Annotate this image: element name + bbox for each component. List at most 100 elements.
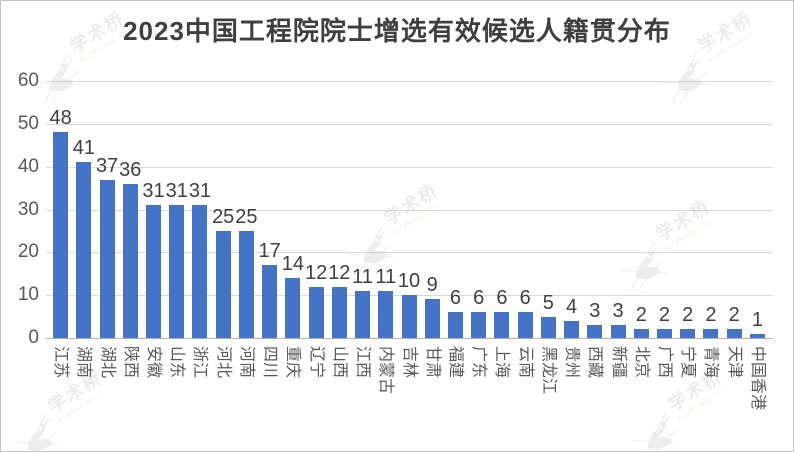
y-axis-tick-label: 50 bbox=[17, 112, 39, 134]
value-label: 17 bbox=[258, 240, 281, 263]
bar bbox=[99, 179, 115, 338]
value-label: 1 bbox=[751, 308, 763, 331]
x-axis-category-label: 北京 bbox=[632, 346, 650, 379]
y-axis-tick-label: 30 bbox=[17, 198, 39, 220]
y-axis-tick-label: 40 bbox=[17, 155, 39, 177]
value-label: 6 bbox=[449, 287, 461, 310]
bar bbox=[215, 230, 231, 338]
x-axis-category-label: 云南 bbox=[516, 346, 534, 379]
value-label: 31 bbox=[142, 180, 165, 203]
value-label: 2 bbox=[635, 304, 647, 327]
x-axis-category-label: 安徽 bbox=[145, 346, 163, 379]
value-label: 2 bbox=[705, 304, 717, 327]
bar bbox=[192, 205, 208, 338]
bar bbox=[540, 316, 556, 338]
x-axis-category-label: 江西 bbox=[354, 346, 372, 379]
gridline bbox=[46, 123, 773, 125]
y-axis-tick-label: 60 bbox=[17, 70, 39, 91]
value-label: 31 bbox=[165, 180, 188, 203]
x-axis-category-label: 青海 bbox=[702, 346, 720, 379]
x-axis-category-label: 四川 bbox=[261, 346, 279, 379]
x-axis-category-label: 内蒙古 bbox=[377, 346, 395, 395]
bar bbox=[703, 329, 719, 338]
bar bbox=[146, 205, 162, 338]
x-axis-category-label: 陕西 bbox=[121, 346, 139, 379]
value-label: 6 bbox=[473, 287, 485, 310]
bar bbox=[424, 299, 440, 338]
bar bbox=[122, 183, 138, 338]
value-label: 25 bbox=[212, 205, 235, 228]
x-axis-category-label: 西藏 bbox=[586, 346, 604, 379]
value-label: 4 bbox=[566, 295, 578, 318]
value-label: 14 bbox=[281, 253, 304, 276]
bar bbox=[564, 320, 580, 338]
bar bbox=[285, 278, 301, 338]
bar bbox=[726, 329, 742, 338]
gridline bbox=[46, 166, 773, 168]
x-axis-category-label: 贵州 bbox=[563, 346, 581, 379]
y-axis-tick-label: 10 bbox=[17, 284, 39, 306]
gridline bbox=[46, 252, 773, 254]
value-label: 36 bbox=[119, 158, 142, 181]
value-label: 48 bbox=[49, 107, 72, 130]
bar bbox=[308, 286, 324, 338]
x-axis-category-label: 广东 bbox=[470, 346, 488, 379]
bar bbox=[494, 312, 510, 338]
x-axis-category-label: 黑龙江 bbox=[539, 346, 557, 395]
bar bbox=[680, 329, 696, 338]
value-label: 11 bbox=[352, 265, 373, 288]
bar bbox=[517, 312, 533, 338]
bar bbox=[355, 290, 371, 338]
x-axis-category-label: 新疆 bbox=[609, 346, 627, 379]
x-axis-category-label: 山西 bbox=[330, 346, 348, 379]
bar bbox=[749, 333, 765, 338]
value-label: 12 bbox=[328, 261, 351, 284]
x-axis-category-label: 吉林 bbox=[400, 346, 418, 379]
bar bbox=[656, 329, 672, 338]
value-label: 10 bbox=[397, 270, 421, 293]
value-label: 3 bbox=[612, 300, 624, 323]
bar bbox=[447, 312, 463, 338]
x-axis-category-label: 甘肃 bbox=[423, 346, 441, 379]
x-axis-category-label: 湖北 bbox=[98, 346, 116, 379]
x-axis-category-label: 河北 bbox=[214, 346, 232, 379]
value-label: 2 bbox=[728, 304, 740, 327]
value-label: 12 bbox=[304, 261, 328, 284]
x-axis-line bbox=[46, 338, 773, 339]
value-label: 9 bbox=[426, 274, 438, 297]
bar bbox=[610, 325, 626, 338]
value-label: 6 bbox=[519, 287, 531, 310]
x-axis-category-label: 江苏 bbox=[52, 346, 70, 379]
x-axis-category-label: 河南 bbox=[237, 346, 255, 379]
x-axis-category-label: 浙江 bbox=[191, 346, 209, 379]
value-label: 2 bbox=[682, 304, 694, 327]
bar bbox=[53, 132, 69, 338]
bar bbox=[587, 325, 603, 338]
x-axis-category-label: 重庆 bbox=[284, 346, 302, 379]
bar bbox=[238, 230, 254, 338]
x-axis-category-label: 宁夏 bbox=[679, 346, 697, 379]
x-axis-category-label: 上海 bbox=[493, 346, 511, 379]
value-label: 2 bbox=[658, 304, 671, 327]
value-label: 37 bbox=[95, 154, 119, 177]
x-axis-category-label: 湖南 bbox=[75, 346, 93, 379]
bar bbox=[378, 290, 394, 338]
bar bbox=[331, 286, 347, 338]
value-label: 3 bbox=[589, 300, 601, 323]
y-axis-tick-label: 0 bbox=[28, 327, 39, 348]
bar bbox=[76, 162, 92, 338]
x-axis-category-label: 辽宁 bbox=[307, 346, 325, 379]
chart-title: 2023中国工程院院士增选有效候选人籍贯分布 bbox=[123, 16, 671, 46]
bar bbox=[262, 265, 278, 338]
gridline bbox=[46, 209, 773, 211]
x-axis-category-label: 山东 bbox=[168, 346, 186, 379]
value-label: 31 bbox=[188, 180, 212, 203]
value-label: 41 bbox=[72, 137, 95, 160]
value-label: 5 bbox=[542, 291, 554, 314]
x-axis-category-label: 广西 bbox=[655, 346, 673, 379]
x-axis-category-label: 天津 bbox=[725, 346, 743, 379]
value-label: 11 bbox=[375, 265, 397, 288]
x-axis-category-label: 中国香港 bbox=[748, 346, 766, 411]
